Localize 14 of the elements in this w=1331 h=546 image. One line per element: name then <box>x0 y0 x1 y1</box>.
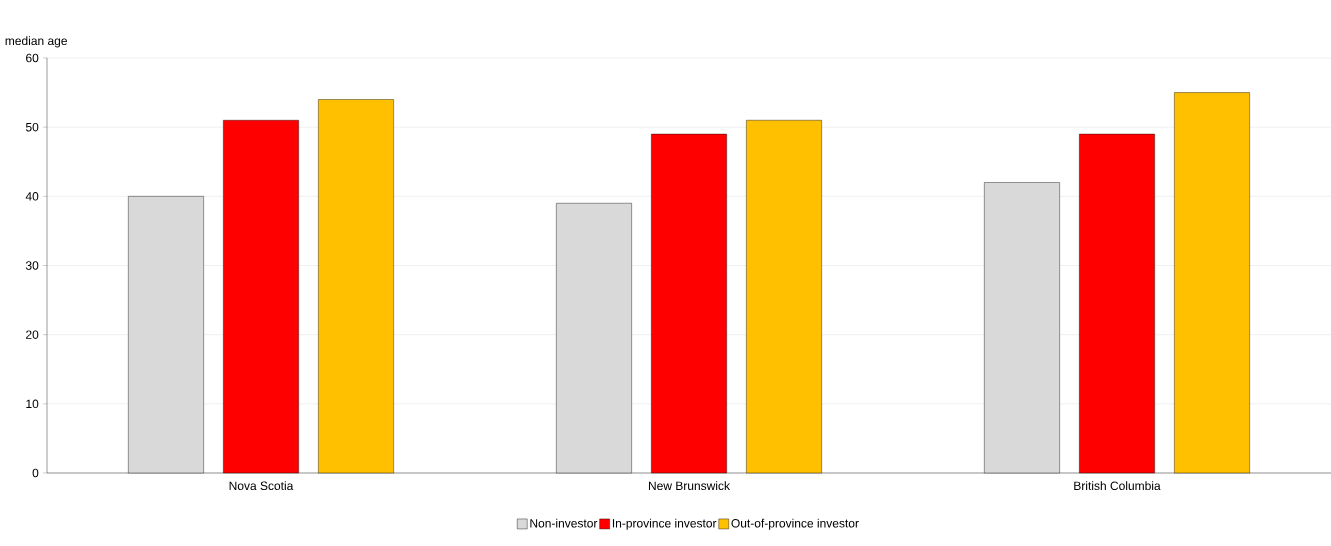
y-tick-label: 0 <box>32 468 39 478</box>
x-tick-label: British Columbia <box>1074 481 1161 491</box>
legend-label: Non-investor <box>530 518 598 528</box>
x-tick-label: New Brunswick <box>648 481 730 491</box>
y-tick-label: 10 <box>26 399 39 409</box>
y-tick-label: 50 <box>25 122 39 132</box>
y-tick-label: 30 <box>25 261 39 270</box>
y-tick-label: 20 <box>26 330 39 339</box>
x-tick-label: Nova Scotia <box>229 481 294 491</box>
y-axis-title: median age <box>5 36 67 48</box>
legend-label: In-province investor <box>612 518 717 530</box>
y-tick-label: 60 <box>26 53 39 63</box>
legend-label: Out-of-province investor <box>731 518 859 530</box>
y-tick-label: 40 <box>25 192 39 201</box>
